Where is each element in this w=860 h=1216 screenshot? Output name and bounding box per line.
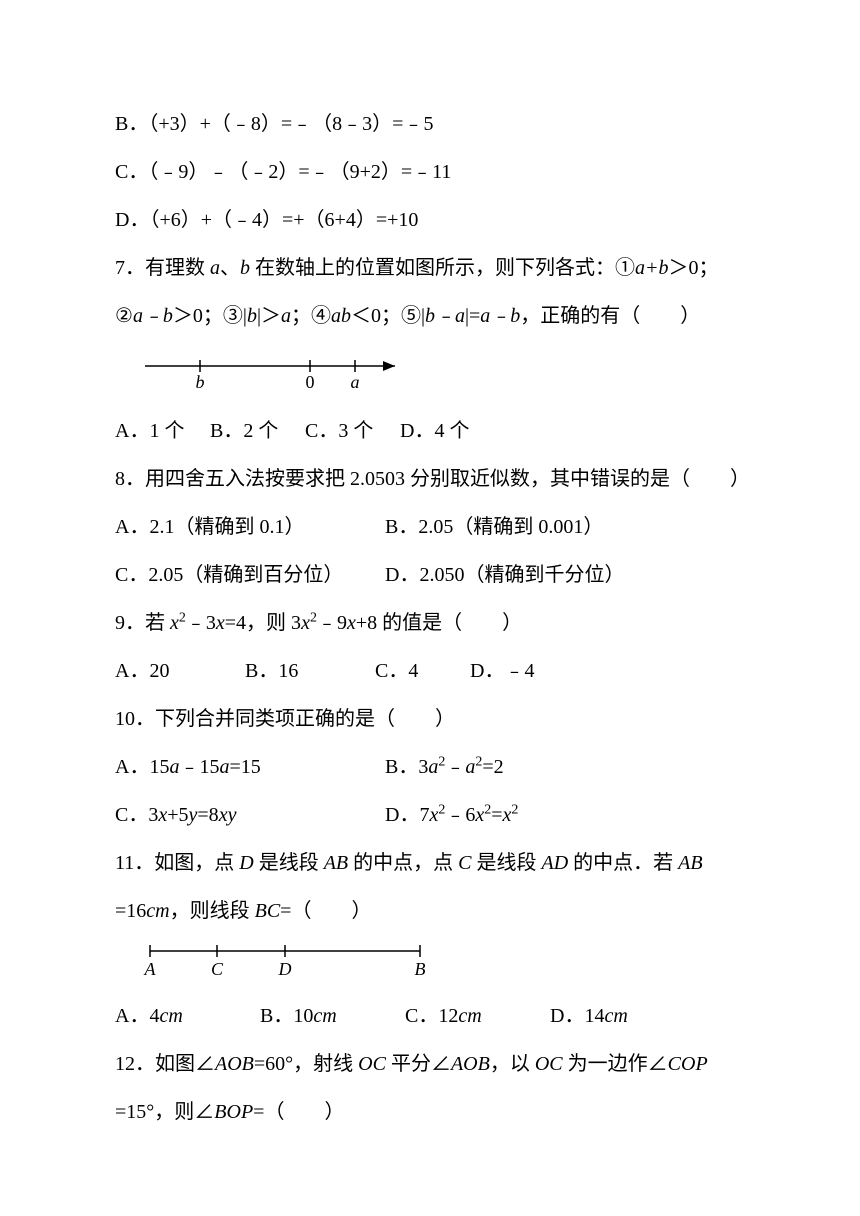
q8-options-row1: A．2.1（精确到 0.1） B．2.05（精确到 0.001）	[115, 503, 745, 551]
q6-option-b: B．（+3）+（﹣8）=﹣（8﹣3）=﹣5	[115, 100, 745, 148]
q9-stem: 9．若 x2﹣3x=4，则 3x2﹣9x+8 的值是（ ）	[115, 599, 745, 647]
q11-option-c: C．12cm	[405, 992, 550, 1040]
q10-option-b: B．3a2﹣a2=2	[385, 743, 504, 791]
q10-option-d: D．7x2﹣6x2=x2	[385, 791, 518, 839]
q7-option-d: D．4 个	[400, 407, 495, 455]
q11-option-d: D．14cm	[550, 992, 628, 1040]
q10-options-row1: A．15a﹣15a=15 B．3a2﹣a2=2	[115, 743, 745, 791]
svg-text:A: A	[144, 959, 157, 979]
q7-option-a: A．1 个	[115, 407, 210, 455]
q9-option-b: B．16	[245, 647, 375, 695]
svg-text:0: 0	[306, 372, 315, 392]
q9-options: A．20 B．16 C．4 D．﹣4	[115, 647, 745, 695]
q9-option-d: D．﹣4	[470, 647, 534, 695]
q8-stem: 8．用四舍五入法按要求把 2.0503 分别取近似数，其中错误的是（ ）	[115, 455, 745, 503]
q7-stem-line2: ②a﹣b＞0；③|b|＞a；④ab＜0；⑤|b﹣a|=a﹣b，正确的有（ ）	[115, 292, 745, 340]
q10-stem: 10．下列合并同类项正确的是（ ）	[115, 695, 745, 743]
q12-stem-line2: =15°，则∠BOP=（ ）	[115, 1088, 745, 1136]
q10-option-a: A．15a﹣15a=15	[115, 743, 385, 791]
q6-option-c: C．（﹣9）﹣（﹣2）=﹣（9+2）=﹣11	[115, 148, 745, 196]
q7-numberline-diagram: b 0 a	[135, 346, 745, 401]
q10-options-row2: C．3x+5y=8xy D．7x2﹣6x2=x2	[115, 791, 745, 839]
q11-stem-line2: =16cm，则线段 BC=（ ）	[115, 887, 745, 935]
q8-options-row2: C．2.05（精确到百分位） D．2.050（精确到千分位）	[115, 551, 745, 599]
q8-option-c: C．2.05（精确到百分位）	[115, 551, 385, 599]
q11-option-b: B．10cm	[260, 992, 405, 1040]
q12-stem-line1: 12．如图∠AOB=60°，射线 OC 平分∠AOB，以 OC 为一边作∠COP	[115, 1040, 745, 1088]
q11-segment-diagram: ACDB	[135, 941, 745, 986]
q8-option-b: B．2.05（精确到 0.001）	[385, 503, 603, 551]
svg-text:b: b	[196, 372, 205, 392]
q11-stem-line1: 11．如图，点 D 是线段 AB 的中点，点 C 是线段 AD 的中点．若 AB	[115, 839, 745, 887]
q8-option-d: D．2.050（精确到千分位）	[385, 551, 624, 599]
q11-option-a: A．4cm	[115, 992, 260, 1040]
q7-option-b: B．2 个	[210, 407, 305, 455]
q9-option-c: C．4	[375, 647, 470, 695]
q7-options: A．1 个 B．2 个 C．3 个 D．4 个	[115, 407, 745, 455]
q7-option-c: C．3 个	[305, 407, 400, 455]
svg-text:D: D	[278, 959, 292, 979]
q6-option-d: D．（+6）+（﹣4）=+（6+4）=+10	[115, 196, 745, 244]
q7-stem-line1: 7．有理数 a、b 在数轴上的位置如图所示，则下列各式：①a+b＞0；	[115, 244, 745, 292]
q11-options: A．4cm B．10cm C．12cm D．14cm	[115, 992, 745, 1040]
svg-text:B: B	[415, 959, 426, 979]
q8-option-a: A．2.1（精确到 0.1）	[115, 503, 385, 551]
q10-option-c: C．3x+5y=8xy	[115, 791, 385, 839]
svg-text:a: a	[351, 372, 360, 392]
svg-text:C: C	[211, 959, 224, 979]
q9-option-a: A．20	[115, 647, 245, 695]
